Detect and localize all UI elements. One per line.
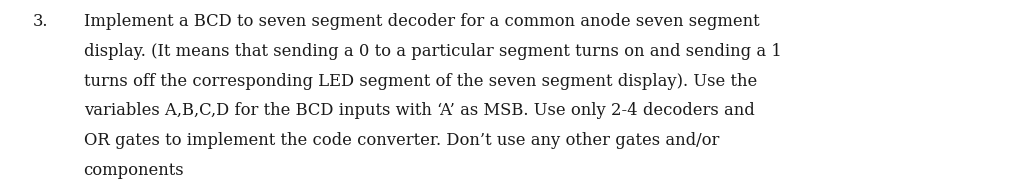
Text: OR gates to implement the code converter. Don’t use any other gates and/or: OR gates to implement the code converter…: [84, 132, 719, 149]
Text: display. (It means that sending a 0 to a particular segment turns on and sending: display. (It means that sending a 0 to a…: [84, 43, 782, 60]
Text: variables A,B,C,D for the BCD inputs with ‘A’ as MSB. Use only 2-4 decoders and: variables A,B,C,D for the BCD inputs wit…: [84, 102, 754, 119]
Text: Implement a BCD to seven segment decoder for a common anode seven segment: Implement a BCD to seven segment decoder…: [84, 13, 759, 30]
Text: 3.: 3.: [33, 13, 48, 30]
Text: components: components: [84, 162, 184, 179]
Text: turns off the corresponding LED segment of the seven segment display). Use the: turns off the corresponding LED segment …: [84, 73, 757, 89]
